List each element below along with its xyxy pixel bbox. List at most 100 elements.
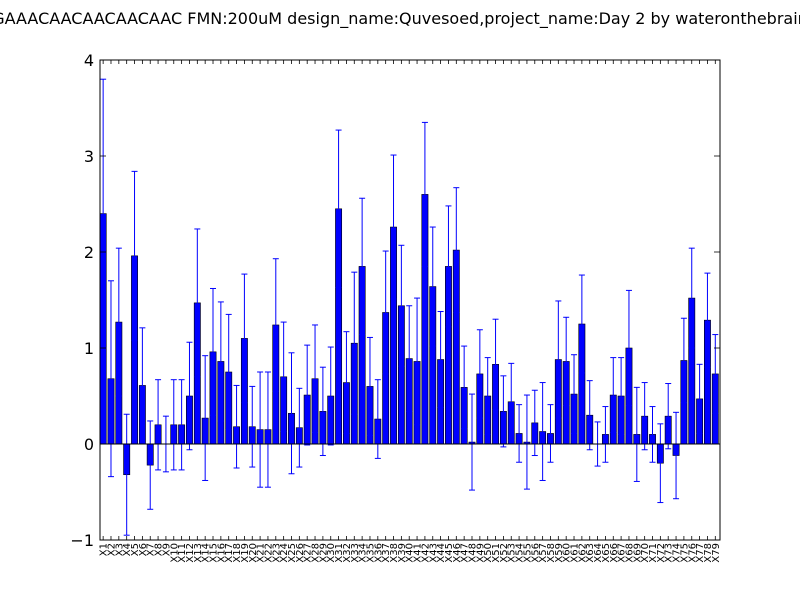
error-bar-x45 <box>445 205 452 328</box>
error-bar-x18 <box>233 384 240 469</box>
error-bar-x73 <box>665 383 672 450</box>
x-tick-label: X62 <box>577 543 588 563</box>
x-tick-label: X15 <box>209 543 220 563</box>
error-bar-x3 <box>115 247 122 397</box>
x-tick-label: X48 <box>468 543 479 563</box>
x-tick-label: X23 <box>271 543 282 563</box>
x-tick-label: X32 <box>342 543 353 563</box>
error-bar-x53 <box>508 362 515 441</box>
error-bar-x47 <box>461 345 468 430</box>
error-bar-x39 <box>398 244 405 367</box>
y-tick-label: 3 <box>84 147 94 166</box>
x-tick-label: X52 <box>499 543 510 563</box>
error-bar-x20 <box>249 385 256 468</box>
x-tick-label: X60 <box>562 543 573 563</box>
error-bar-x42 <box>421 121 428 267</box>
x-tick-label: X25 <box>287 543 298 563</box>
x-tick-label: X8 <box>154 543 165 556</box>
error-bar-x65 <box>602 406 609 463</box>
error-bar-x35 <box>366 336 373 436</box>
x-tick-label: X11 <box>177 543 188 563</box>
error-bar-x7 <box>147 420 154 510</box>
x-tick-label: X70 <box>640 543 651 563</box>
x-tick-label: X39 <box>397 543 408 563</box>
x-tick-label: X22 <box>263 543 274 563</box>
x-tick-label: X4 <box>122 543 133 556</box>
x-tick-label: X6 <box>138 543 149 556</box>
error-bar-x14 <box>202 355 209 481</box>
error-bar-x48 <box>469 393 475 491</box>
x-tick-label: X16 <box>216 543 227 563</box>
x-tick-label: X7 <box>146 543 157 556</box>
error-bar-x40 <box>406 305 413 412</box>
error-bar-x75 <box>680 317 687 404</box>
error-bar-x54 <box>516 404 523 463</box>
error-bar-x78 <box>704 272 711 368</box>
x-tick-label: X61 <box>570 543 581 563</box>
x-tick-label: X77 <box>695 543 706 563</box>
error-bar-x76 <box>688 247 695 349</box>
error-bar-x33 <box>351 271 358 415</box>
error-bar-x23 <box>272 258 279 392</box>
x-tick-label: X47 <box>460 543 471 563</box>
x-tick-label: X10 <box>169 543 180 563</box>
x-tick-label: X69 <box>632 543 643 563</box>
x-tick-label: X65 <box>601 543 612 563</box>
x-tick-label: X73 <box>664 543 675 563</box>
x-tick-label: X75 <box>679 543 690 563</box>
error-bar-x29 <box>319 366 326 457</box>
error-bar-x8 <box>155 379 162 471</box>
x-tick-label: X19 <box>240 543 251 563</box>
x-tick-label: X36 <box>373 543 384 563</box>
y-tick-label: 0 <box>84 435 94 454</box>
x-tick-label: X12 <box>185 543 196 563</box>
x-tick-label: X28 <box>311 543 322 563</box>
error-bar-x57 <box>539 382 546 481</box>
x-tick-label: X68 <box>624 543 635 563</box>
error-bar-x72 <box>657 423 664 504</box>
x-tick-label: X54 <box>515 543 526 563</box>
x-tick-label: X21 <box>256 543 267 563</box>
x-tick-label: X56 <box>530 543 541 563</box>
error-bar-x44 <box>437 311 444 409</box>
x-tick-label: X78 <box>703 543 714 563</box>
x-tick-label: X37 <box>381 543 392 563</box>
error-bar-x11 <box>178 379 185 471</box>
x-tick-label: X63 <box>585 543 596 563</box>
error-bar-x28 <box>312 324 319 433</box>
x-tick-label: X2 <box>106 543 117 556</box>
error-bar-x66 <box>610 357 617 433</box>
error-bar-x22 <box>264 371 271 488</box>
x-tick-label: X41 <box>413 543 424 563</box>
error-bar-x77 <box>696 363 703 434</box>
x-axis-ticks: X1X2X3X4X5X6X7X8X9X10X11X12X13X14X15X16X… <box>99 60 722 563</box>
x-tick-label: X55 <box>522 543 533 563</box>
error-bar-x16 <box>217 301 224 422</box>
x-tick-label: X17 <box>224 543 235 563</box>
x-tick-label: X27 <box>303 543 314 563</box>
error-bar-x10 <box>170 379 177 471</box>
chart-title: GAAACAACAACAACAAC FMN:200uM design_name:… <box>0 9 800 29</box>
x-tick-label: X24 <box>279 543 290 563</box>
x-tick-label: X44 <box>436 543 447 563</box>
x-tick-label: X1 <box>99 543 110 556</box>
error-bar-x38 <box>390 154 397 300</box>
error-bar-x34 <box>359 197 366 336</box>
error-bar-x67 <box>618 357 625 435</box>
y-tick-label: 1 <box>84 339 94 358</box>
x-tick-label: X71 <box>648 543 659 563</box>
x-tick-label: X35 <box>365 543 376 563</box>
x-tick-label: X45 <box>444 543 455 563</box>
error-bar-x51 <box>492 318 499 410</box>
error-bar-x70 <box>641 382 648 451</box>
error-bar-x50 <box>484 357 491 435</box>
x-tick-label: X58 <box>546 543 557 563</box>
error-bar-x31 <box>335 129 342 289</box>
error-bars-group <box>100 78 719 536</box>
x-tick-label: X38 <box>389 543 400 563</box>
error-bar-x68 <box>625 289 632 407</box>
error-bar-x59 <box>555 300 562 419</box>
error-bar-x61 <box>571 354 578 434</box>
error-bar-x24 <box>280 321 287 433</box>
x-tick-label: X30 <box>326 543 337 563</box>
